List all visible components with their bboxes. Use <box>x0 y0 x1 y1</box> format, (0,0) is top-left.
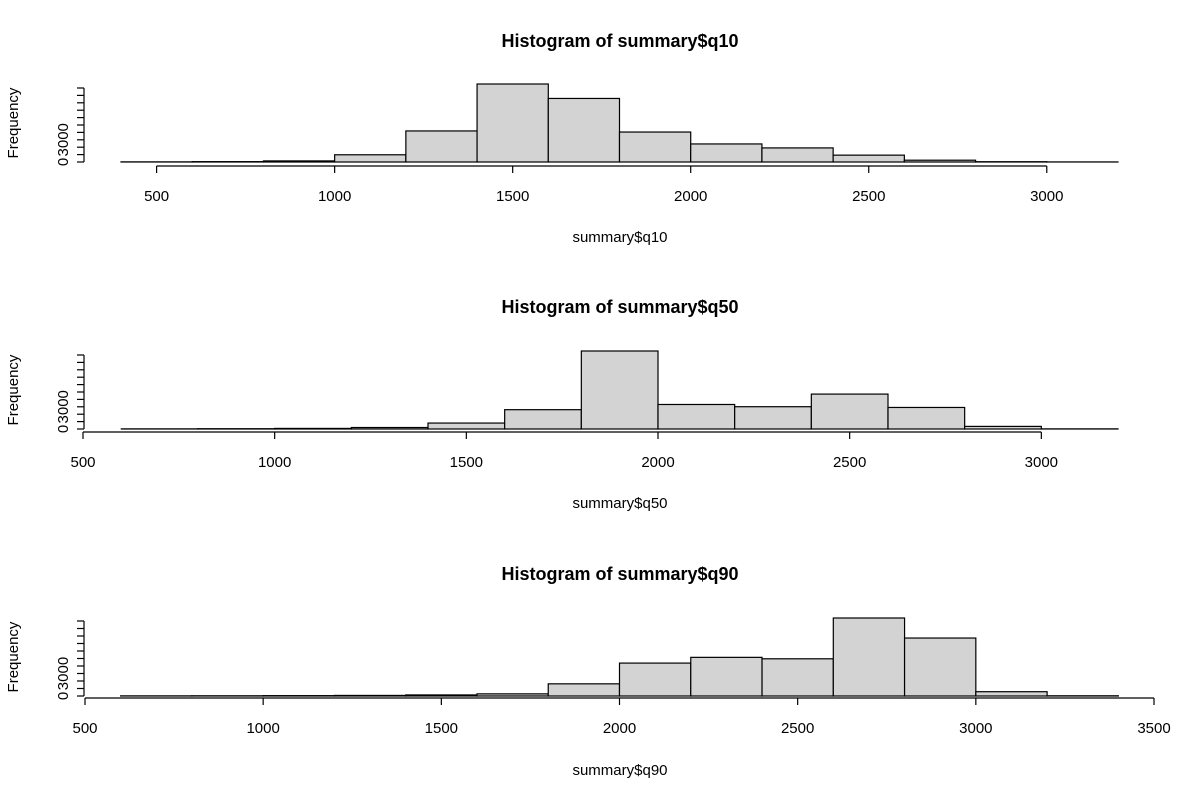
x-tick-label: 2000 <box>603 720 636 737</box>
histogram-bar <box>405 694 478 697</box>
x-tick-label: 3000 <box>1025 454 1058 471</box>
bars <box>120 350 1119 430</box>
histogram-bar <box>734 406 812 430</box>
x-tick-label: 2500 <box>852 188 885 205</box>
histogram-bar <box>690 656 763 697</box>
histogram-bar <box>903 637 977 697</box>
x-tick-label: 2000 <box>674 188 707 205</box>
histogram-bar <box>504 409 582 430</box>
histogram-bar <box>761 658 834 697</box>
histogram-bar <box>547 97 621 163</box>
histogram-bar <box>350 426 429 430</box>
histogram-bar <box>547 683 621 697</box>
x-tick-label: 500 <box>144 188 169 205</box>
x-tick-label: 3000 <box>959 720 992 737</box>
histogram-bar <box>964 425 1042 430</box>
histogram-bar <box>580 350 659 430</box>
histogram-bar <box>405 130 478 163</box>
x-tick-label: 1000 <box>258 454 291 471</box>
histogram-bar <box>761 147 834 163</box>
y-tick-label: 3000 <box>55 123 72 156</box>
chart-title: Histogram of summary$q90 <box>501 564 738 584</box>
y-axis: 0 3000 <box>55 87 85 166</box>
histogram-bar <box>334 154 407 163</box>
histogram-panel-q50: Histogram of summary$q50 summary$q50 Fre… <box>5 297 1119 512</box>
histogram-bar <box>618 662 692 697</box>
y-tick-label: 3000 <box>55 657 72 690</box>
x-tick-label: 500 <box>70 454 95 471</box>
chart-title: Histogram of summary$q10 <box>501 31 738 51</box>
histogram-bar <box>333 694 407 697</box>
x-axis-label: summary$q90 <box>572 762 667 779</box>
chart-title: Histogram of summary$q50 <box>501 297 738 317</box>
x-tick-label: 3500 <box>1137 720 1170 737</box>
y-tick-label: 0 <box>55 158 72 166</box>
x-axis-label: summary$q50 <box>572 495 667 512</box>
y-axis-label: Frequency <box>5 621 22 692</box>
histogram-bar <box>810 393 889 430</box>
x-axis-label: summary$q10 <box>572 229 667 246</box>
y-tick-label: 0 <box>55 425 72 433</box>
x-tick-label: 1000 <box>246 720 279 737</box>
histogram-panel-q10: Histogram of summary$q10 summary$q10 Fre… <box>5 31 1119 246</box>
x-tick-label: 2500 <box>781 720 814 737</box>
y-axis-label: Frequency <box>5 354 22 425</box>
histogram-bar <box>832 617 906 697</box>
histogram-bar <box>887 406 966 430</box>
bars <box>120 83 1119 163</box>
y-axis: 0 3000 <box>55 354 85 433</box>
histogram-bar <box>427 422 506 430</box>
histogram-bar <box>975 691 1048 697</box>
x-axis: 500 1000 1500 2000 2500 3000 <box>70 431 1058 471</box>
histogram-bar <box>832 154 905 163</box>
x-tick-label: 2000 <box>641 454 674 471</box>
x-axis: 500 1000 1500 2000 2500 3000 3500 <box>72 697 1171 737</box>
histogram-bar <box>476 83 549 163</box>
y-axis-label: Frequency <box>5 87 22 158</box>
histogram-bar <box>262 160 336 163</box>
x-tick-label: 3000 <box>1030 188 1063 205</box>
histogram-bar <box>903 159 977 163</box>
histogram-bar <box>657 403 736 430</box>
x-tick-label: 1500 <box>450 454 483 471</box>
histogram-bar <box>690 143 763 163</box>
x-tick-label: 1500 <box>496 188 529 205</box>
histogram-bar <box>476 693 549 697</box>
histogram-bar <box>274 427 352 430</box>
histogram-bar <box>618 131 692 163</box>
x-axis: 500 1000 1500 2000 2500 3000 <box>144 165 1063 205</box>
x-tick-label: 2500 <box>833 454 866 471</box>
x-tick-label: 1500 <box>425 720 458 737</box>
bars <box>120 617 1119 697</box>
x-tick-label: 500 <box>72 720 97 737</box>
y-tick-label: 0 <box>55 692 72 700</box>
histogram-panel-q90: Histogram of summary$q90 summary$q90 Fre… <box>5 564 1171 779</box>
x-tick-label: 1000 <box>318 188 351 205</box>
y-tick-label: 3000 <box>55 390 72 423</box>
y-axis: 0 3000 <box>55 620 85 700</box>
